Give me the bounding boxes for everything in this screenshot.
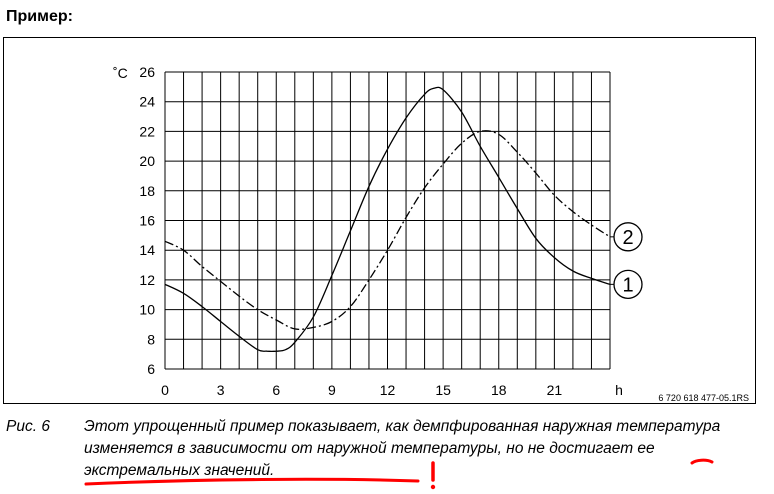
x-axis-label: h [615,382,623,398]
series-line-2 [164,130,611,331]
chart-grid [164,71,611,370]
y-tick-label: 18 [139,183,155,199]
series-line-1 [164,86,611,352]
y-tick-label: 6 [147,361,155,377]
y-tick-label: 20 [139,153,155,169]
chart-labels: ˚C h 6 720 618 477-05.1RS [113,65,749,403]
series-marker-label-2: 2 [622,227,633,249]
y-axis-label: ˚C [113,65,128,81]
y-tick-label: 12 [139,272,155,288]
figure-code-label: 6 720 618 477-05.1RS [658,393,749,403]
red-markup [84,458,714,490]
chart-series: 12 [164,86,643,352]
x-tick-label: 6 [272,382,280,398]
red-underline-short [690,458,714,465]
x-tick-label: 15 [435,382,451,398]
red-exclamation-dot [430,484,436,490]
x-tick-label: 18 [491,382,507,398]
x-tick-label: 12 [380,382,396,398]
y-tick-label: 14 [139,242,155,258]
y-tick-label: 26 [139,64,155,80]
caption-number: Рис. 6 [6,418,50,435]
chart-ticks: 6 8 10 12 14 16 18 20 22 24 26 0 3 6 9 12 15 18 21 [139,64,562,398]
caption-text: Этот упрощенный пример показывает, как д… [84,418,721,479]
figure-frame [3,37,756,404]
series-marker-label-1: 1 [622,274,633,296]
x-tick-label: 21 [547,382,563,398]
y-tick-label: 10 [139,302,155,318]
x-tick-label: 0 [161,382,169,398]
y-tick-label: 8 [147,331,155,347]
red-underline-long [84,477,420,486]
x-tick-label: 3 [217,382,225,398]
y-tick-label: 16 [139,213,155,229]
x-tick-label: 9 [328,382,336,398]
series-marker-circle-2 [613,222,643,252]
y-tick-label: 24 [139,94,155,110]
series-marker-circle-1 [613,269,643,300]
y-tick-label: 22 [139,123,155,139]
page-heading: Пример: [6,8,73,25]
